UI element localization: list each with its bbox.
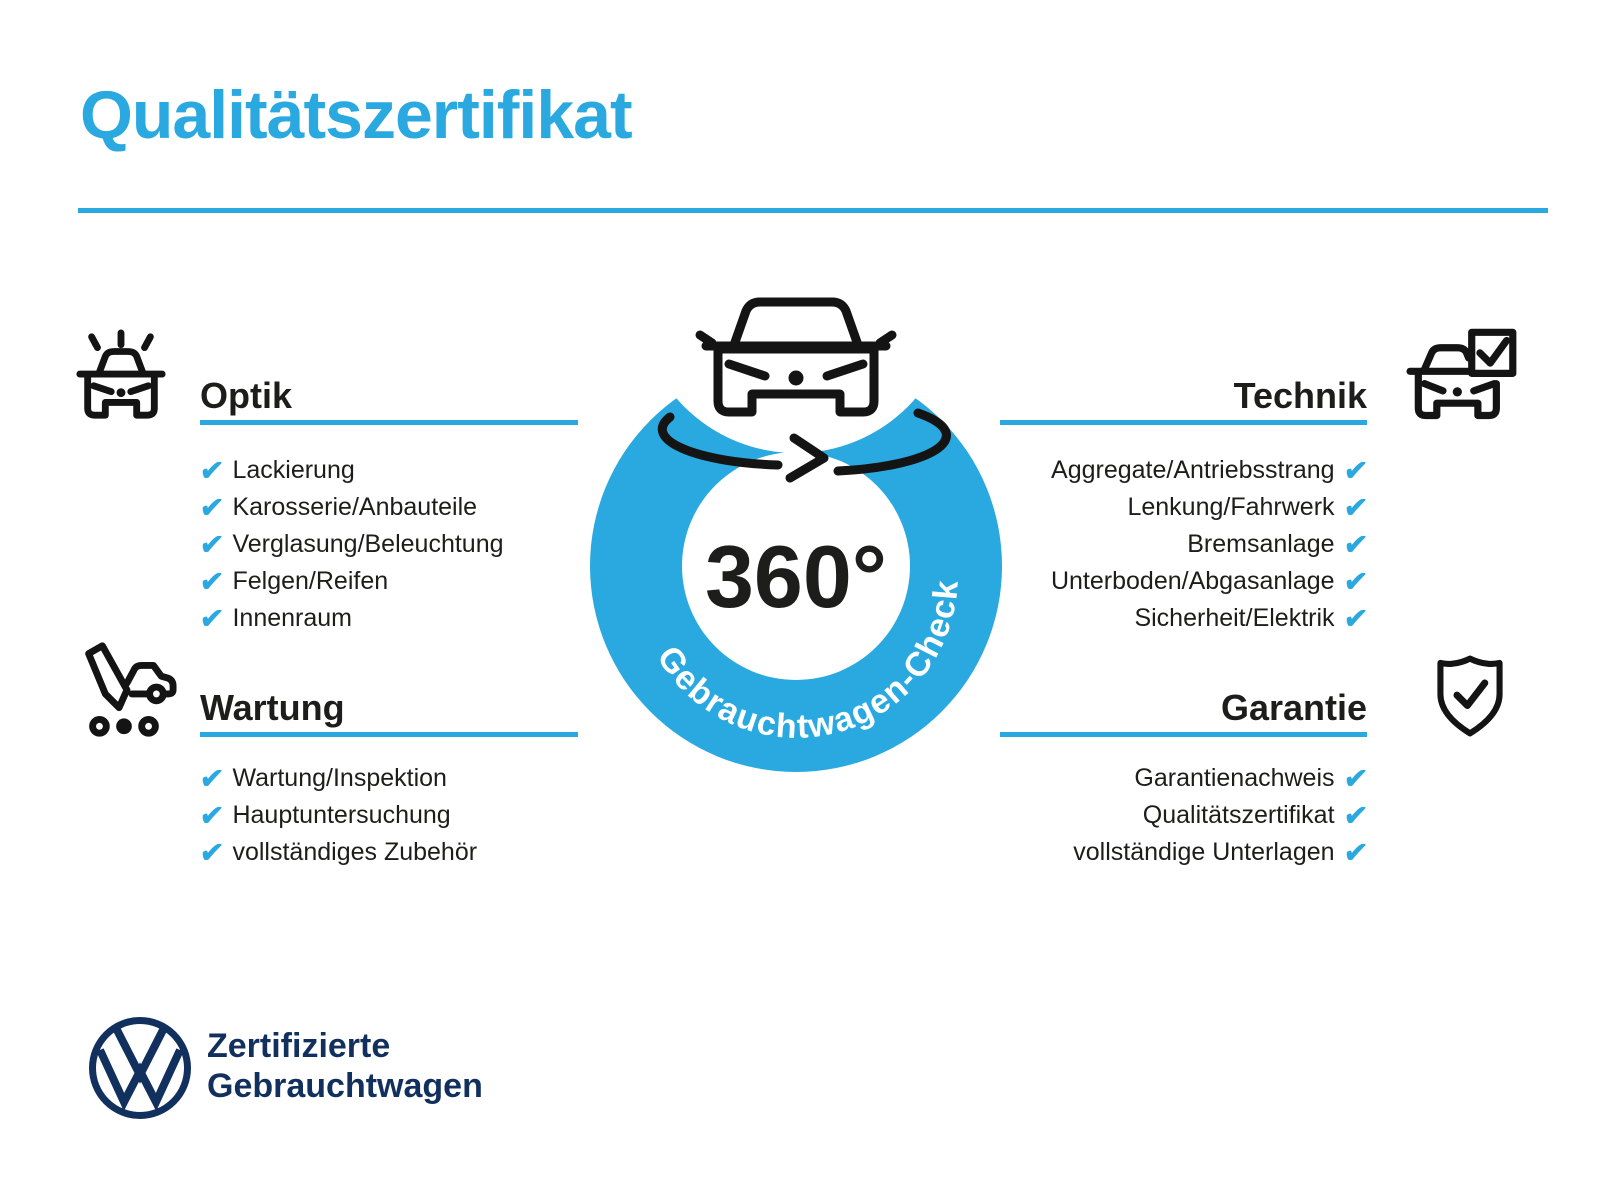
checklist-item-label: Wartung/Inspektion [232,764,447,792]
page-title: Qualitätszertifikat [80,77,633,153]
checklist-item: Garantienachweis ✔ [1073,760,1369,797]
vw-logo-icon [85,1013,195,1123]
car-checkbox-icon [1406,326,1521,429]
check-icon: ✔ [198,565,226,597]
checklist-item: ✔ Verglasung/Beleuchtung [198,526,504,563]
checklist-item-label: Innenraum [232,604,352,632]
shiny-car-icon [72,326,170,426]
checklist-technik: Aggregate/Antriebsstrang ✔ Lenkung/Fahrwe… [1050,452,1369,637]
checklist-item: ✔ Karosserie/Anbauteile [198,489,504,526]
section-title-garantie: Garantie [1220,687,1367,728]
check-icon: ✔ [198,491,226,523]
checklist-item-label: Karosserie/Anbauteile [232,493,478,521]
title-divider [78,208,1548,213]
checklist-item: ✔ Felgen/Reifen [198,563,504,600]
checklist-item: Bremsanlage ✔ [1051,526,1369,563]
check-icon: ✔ [1341,528,1369,560]
check-icon: ✔ [1341,565,1369,597]
360-check-badge: Gebrauchtwagen-Check 360° [566,137,1026,790]
section-title-wartung: Wartung [200,687,345,728]
degrees-label: 360° [705,527,887,626]
360-ring-graphic: Gebrauchtwagen-Check 360° [590,137,1002,772]
checklist-item: Lenkung/Fahrwerk ✔ [1051,489,1369,526]
check-icon: ✔ [1341,799,1369,831]
checklist-item: ✔ Hauptuntersuchung [198,797,477,834]
checklist-item-label: Bremsanlage [1187,530,1335,558]
section-title-technik: Technik [1233,375,1367,416]
check-icon: ✔ [198,528,226,560]
check-icon: ✔ [1341,762,1369,794]
pencil-car-icon [70,638,178,738]
checklist-optik: ✔ Lackierung ✔ Karosserie/Anbauteile ✔ Verg… [198,452,504,637]
checklist-item-label: Sicherheit/Elektrik [1134,604,1335,632]
checklist-item: Sicherheit/Elektrik ✔ [1051,600,1369,637]
check-icon: ✔ [198,602,226,634]
checklist-item: Aggregate/Antriebsstrang ✔ [1051,452,1369,489]
shield-check-icon [1430,652,1510,740]
checklist-item: ✔ Innenraum [198,600,504,637]
brand-line-2: Gebrauchtwagen [207,1067,483,1105]
check-icon: ✔ [198,836,226,868]
ring-inner [682,452,910,680]
checklist-item: vollständige Unterlagen ✔ [1073,834,1369,871]
check-icon: ✔ [1341,836,1369,868]
section-rule-garantie [1000,732,1367,737]
check-icon: ✔ [198,799,226,831]
checklist-item: Unterboden/Abgasanlage ✔ [1050,563,1369,600]
checklist-wartung: ✔ Wartung/Inspektion ✔ Hauptuntersuchung ✔… [198,760,478,871]
checklist-item-label: vollständiges Zubehör [232,838,478,866]
checklist-item-label: Unterboden/Abgasanlage [1050,567,1335,595]
checklist-item: ✔ Lackierung [198,452,504,489]
check-icon: ✔ [1341,602,1369,634]
brand-text: Zertifizierte Gebrauchtwagen [207,1026,483,1106]
section-rule-technik [1000,420,1367,425]
checklist-item-label: Hauptuntersuchung [232,801,451,829]
section-title-optik: Optik [200,375,293,416]
checklist-item: Qualitätszertifikat ✔ [1073,797,1369,834]
section-rule-optik [200,420,578,425]
section-rule-wartung [200,732,578,737]
checklist-item-label: Aggregate/Antriebsstrang [1051,456,1335,484]
checklist-item-label: Verglasung/Beleuchtung [232,530,504,558]
checklist-item-label: Garantienachweis [1134,764,1335,792]
checklist-item-label: Felgen/Reifen [232,567,389,595]
checklist-item-label: vollständige Unterlagen [1073,838,1335,866]
checklist-item-label: Lenkung/Fahrwerk [1127,493,1335,521]
brand-line-1: Zertifizierte [207,1027,391,1065]
check-icon: ✔ [1341,491,1369,523]
check-icon: ✔ [1341,454,1369,486]
checklist-item: ✔ vollständiges Zubehör [198,834,478,871]
checklist-item-label: Lackierung [232,456,355,484]
checklist-garantie: Garantienachweis ✔ Qualitätszertifikat ✔ v… [1073,760,1369,871]
checklist-item: ✔ Wartung/Inspektion [198,760,477,797]
checklist-item-label: Qualitätszertifikat [1142,801,1335,829]
car-front-rotation-icon [657,297,951,483]
check-icon: ✔ [198,454,226,486]
check-icon: ✔ [198,762,226,794]
